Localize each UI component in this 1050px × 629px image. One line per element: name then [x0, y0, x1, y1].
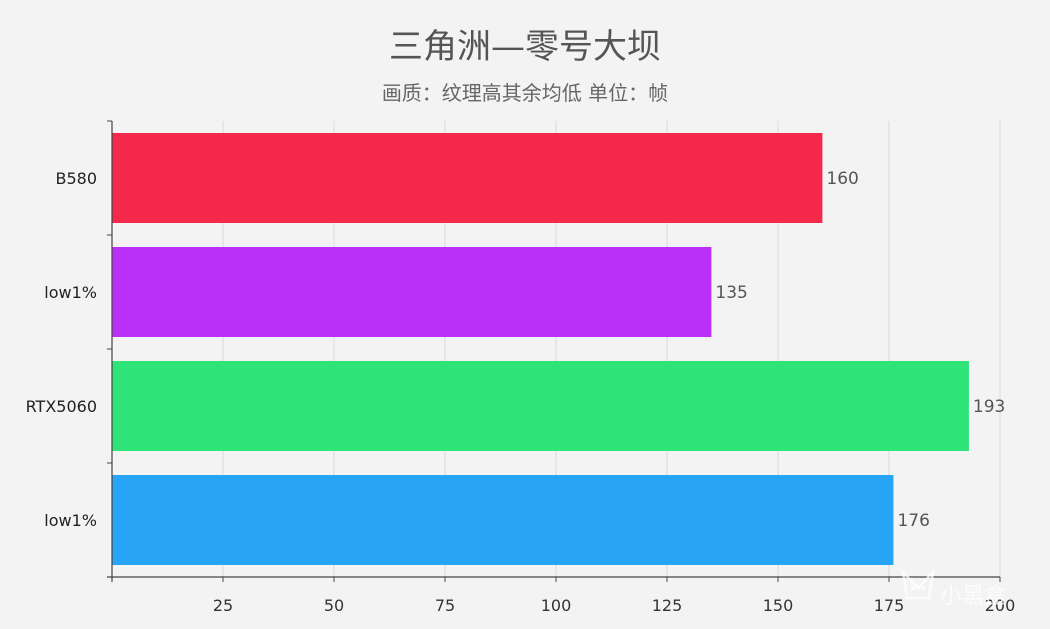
labels: 160 B580 135 low1% 193 RTX5060 176 low1% 25 50 75 1…: [26, 169, 1016, 615]
x-tick-label-7: 200: [985, 596, 1016, 615]
bar-1: [112, 247, 712, 337]
x-tick-label-4: 125: [652, 596, 683, 615]
category-label-3: low1%: [44, 511, 97, 530]
value-label-0: 160: [826, 169, 858, 189]
x-tick-label-3: 100: [541, 596, 572, 615]
watermark-text: 小黑盒: [940, 584, 1006, 609]
bars: [112, 133, 969, 565]
x-tick-label-1: 50: [324, 596, 344, 615]
axes: [107, 120, 1001, 582]
x-tick-label-0: 25: [213, 596, 233, 615]
watermark-logo-icon: [901, 568, 935, 600]
chart-subtitle: 画质：纹理高其余均低 单位：帧: [382, 81, 668, 105]
value-label-1: 135: [715, 283, 747, 303]
bar-3: [112, 475, 894, 565]
value-label-3: 176: [897, 511, 929, 531]
watermark: 小黑盒: [901, 568, 1006, 609]
x-tick-label-2: 75: [435, 596, 455, 615]
x-tick-label-6: 175: [874, 596, 905, 615]
category-label-1: low1%: [44, 283, 97, 302]
category-label-0: B580: [55, 169, 97, 188]
bar-2: [112, 361, 969, 451]
chart-title: 三角洲—零号大坝: [389, 27, 661, 67]
category-label-2: RTX5060: [26, 397, 97, 416]
x-tick-label-5: 150: [763, 596, 794, 615]
value-label-2: 193: [973, 397, 1005, 417]
bar-0: [112, 133, 823, 223]
